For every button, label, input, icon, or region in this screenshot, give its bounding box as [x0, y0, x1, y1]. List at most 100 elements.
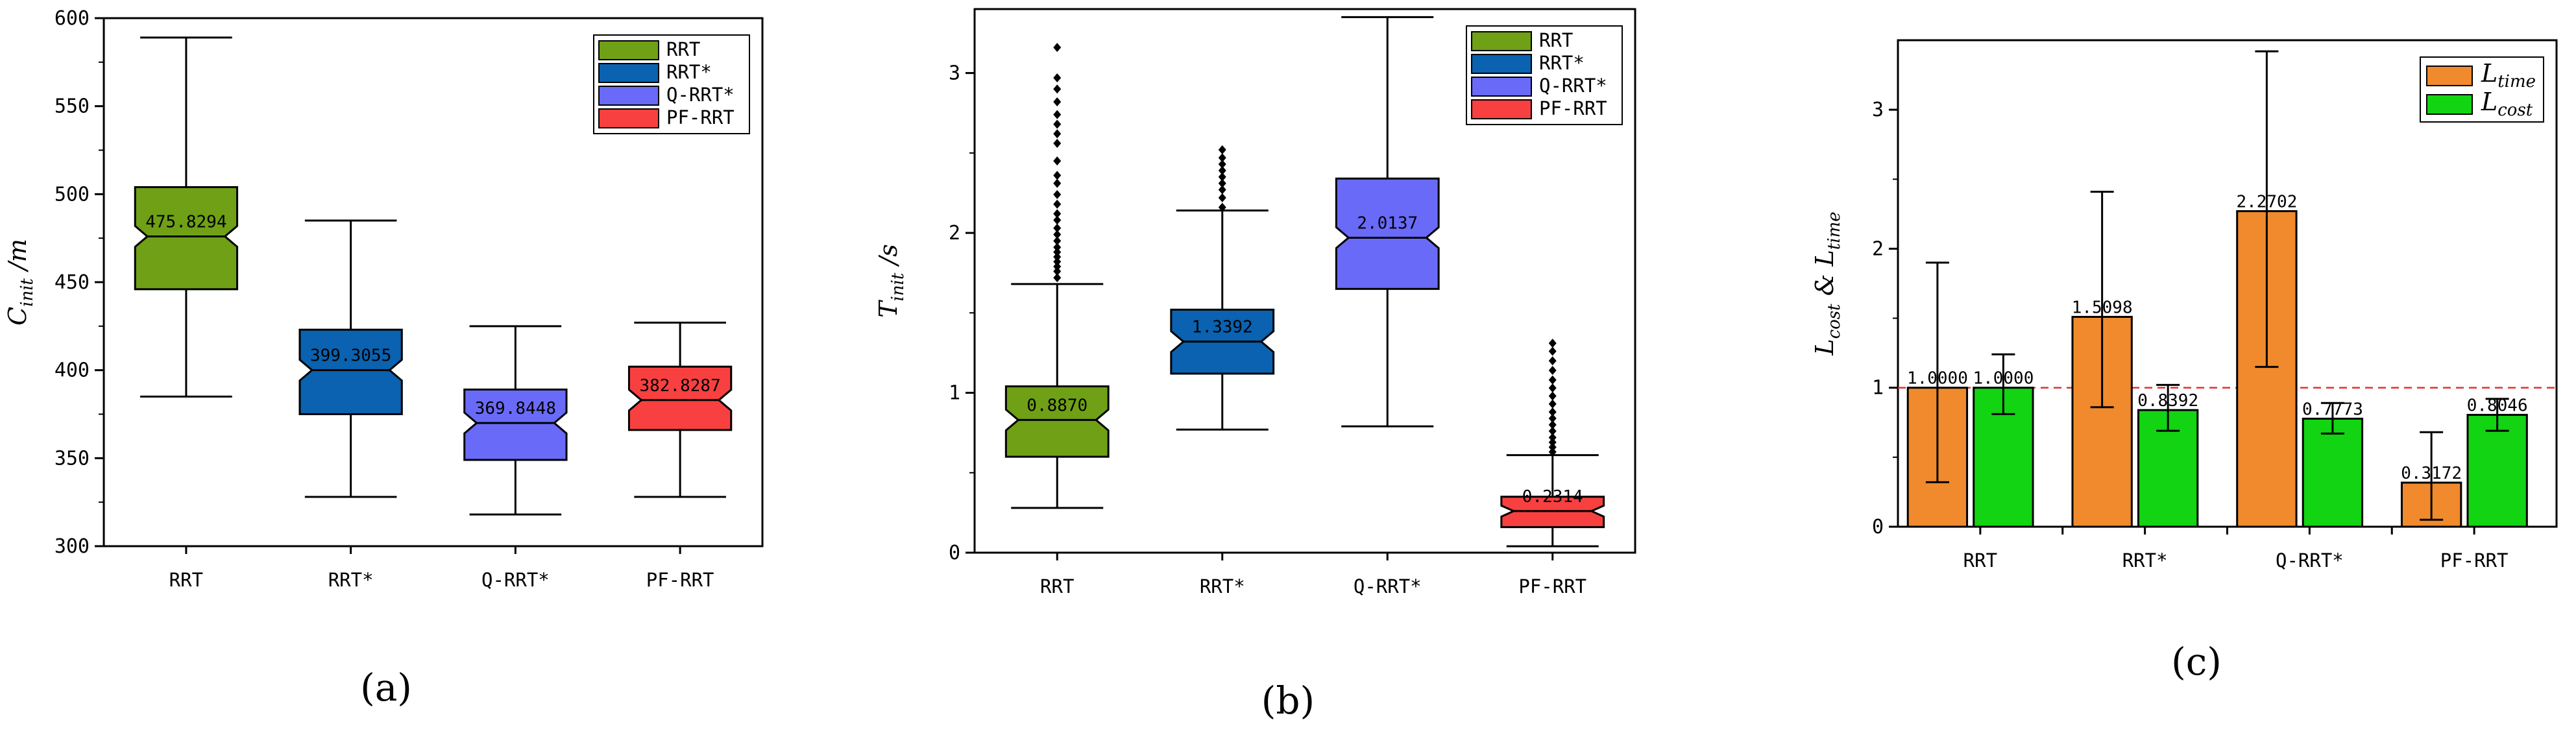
y-tick-label: 350: [55, 447, 90, 470]
box-body: [1335, 177, 1440, 290]
box-pf-rrt: 382.8287: [627, 321, 733, 498]
y-tick-label: 1: [949, 382, 960, 405]
outlier-point: [1053, 110, 1062, 119]
box-mean-label: 399.3055: [310, 346, 391, 366]
x-tick-label: Q-RRT*: [481, 569, 550, 591]
bar-value-label: 0.8392: [2137, 391, 2198, 411]
x-tick-label: PF-RRT: [646, 569, 714, 591]
x-tick-label: Q-RRT*: [2276, 549, 2344, 571]
outlier-point: [1548, 437, 1557, 447]
box-mean-label: 382.8287: [640, 376, 721, 396]
x-tick-label: RRT*: [1200, 575, 1245, 597]
y-axis-label-part: time: [1825, 211, 1844, 250]
outlier-point: [1053, 267, 1062, 276]
outlier-point: [1548, 420, 1557, 429]
outlier-point: [1053, 199, 1062, 209]
box-q-rrt-star: 2.0137: [1335, 16, 1440, 427]
outlier-point: [1053, 236, 1062, 246]
panel-caption: (b): [1261, 679, 1315, 723]
outlier-point: [1548, 383, 1557, 393]
box-mean-label: 1.3392: [1192, 318, 1253, 337]
outlier-point: [1218, 178, 1226, 188]
y-axis-label: Cinit /m: [3, 239, 37, 326]
outlier-point: [1218, 185, 1226, 195]
y-tick-label: 0: [1872, 516, 1884, 538]
box-pf-rrt: 0.2314: [1500, 339, 1605, 547]
bar-cost: [2302, 417, 2364, 528]
y-tick-label: 300: [55, 535, 90, 558]
outlier-point: [1053, 230, 1062, 239]
outlier-point: [1053, 247, 1062, 257]
box-rrt-star: 1.3392: [1170, 145, 1275, 431]
box-mean-label: 0.8870: [1027, 396, 1088, 415]
outlier-point: [1548, 346, 1557, 356]
box-q-rrt-star: 369.8448: [463, 325, 568, 516]
x-tick-label: RRT*: [2122, 549, 2168, 571]
legend-swatch: [2426, 66, 2473, 86]
y-axis-label: Tinit /s: [874, 244, 908, 318]
legend-label-subscript: cost: [2497, 101, 2533, 120]
box-rrt-star: 399.3055: [298, 219, 403, 498]
legend-swatch: [598, 63, 659, 83]
box-rrt: 475.8294: [134, 36, 239, 398]
outlier-point: [1218, 145, 1226, 154]
outlier-point: [1053, 129, 1062, 139]
outlier-point: [1548, 339, 1557, 348]
outlier-point: [1053, 257, 1062, 267]
outlier-point: [1053, 209, 1062, 219]
y-axis-label-main: C: [3, 307, 32, 326]
outlier-point: [1218, 153, 1226, 163]
y-tick-label: 550: [55, 95, 90, 118]
box-body: [134, 186, 239, 291]
outlier-point: [1053, 273, 1062, 283]
outlier-point: [1218, 193, 1226, 202]
x-tick-label: RRT: [1040, 575, 1074, 597]
outlier-point: [1053, 139, 1062, 149]
legend-label: PF-RRT: [666, 106, 735, 128]
y-tick-label: 600: [55, 7, 90, 30]
outlier-point: [1548, 447, 1557, 457]
outlier-point: [1548, 442, 1557, 452]
outlier-point: [1053, 73, 1062, 82]
outlier-point: [1218, 165, 1226, 175]
outlier-point: [1548, 413, 1557, 423]
x-tick-label: RRT*: [328, 569, 374, 591]
legend-label-subscript: time: [2497, 72, 2536, 91]
legend-label: RRT*: [1539, 52, 1585, 74]
outlier-point: [1548, 375, 1557, 385]
outlier-point: [1053, 243, 1062, 252]
y-tick-label: 2: [1872, 237, 1884, 260]
y-tick-label: 500: [55, 183, 90, 206]
legend-swatch: [598, 86, 659, 106]
outlier-point: [1218, 202, 1226, 212]
outlier-point: [1548, 356, 1557, 366]
legend-label-main: L: [2481, 88, 2497, 116]
box-rrt: 0.8870: [1004, 43, 1110, 509]
outlier-point: [1053, 223, 1062, 233]
outlier-point: [1548, 366, 1557, 376]
legend-swatch: [598, 108, 659, 128]
bar-value-label: 0.7773: [2302, 400, 2363, 419]
legend-label: Lcost: [2481, 88, 2533, 120]
bar-value-label: 2.2702: [2236, 193, 2297, 212]
legend-swatch: [1471, 31, 1532, 51]
legend-swatch: [1471, 77, 1532, 97]
outlier-point: [1053, 261, 1062, 271]
outlier-point: [1053, 189, 1062, 199]
y-axis-label-unit: /s: [874, 244, 903, 272]
outlier-point: [1053, 215, 1062, 225]
outlier-point: [1053, 252, 1062, 262]
y-axis-label: Lcost & Ltime: [1810, 211, 1844, 355]
panel-c-bar-ratio: 0 1 2 3 RRT RRT* Q-RRT* PF-RRT (c) Lcost & Ltime 1…: [1810, 39, 2558, 684]
bar-value-label: 0.3172: [2401, 464, 2462, 483]
x-tick-label: Q-RRT*: [1354, 575, 1422, 597]
y-tick-label: 2: [949, 222, 960, 245]
legend-label: Ltime: [2481, 59, 2536, 91]
y-axis-label-part: &: [1810, 266, 1839, 304]
legend-label: RRT: [666, 38, 700, 60]
y-axis-label-part: cost: [1825, 304, 1844, 339]
